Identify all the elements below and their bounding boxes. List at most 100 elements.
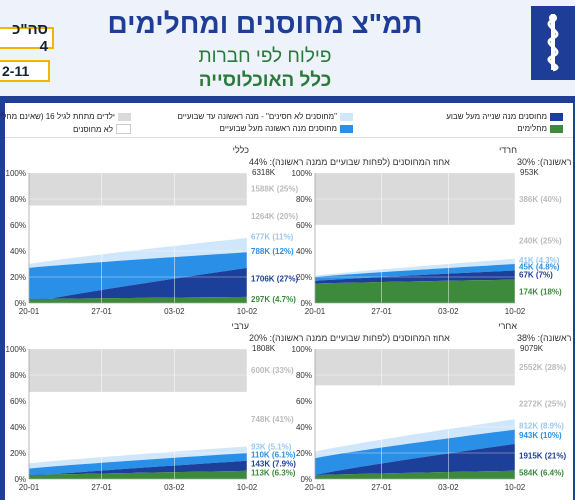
legend-swatch [550, 112, 563, 121]
recovered-area [315, 470, 515, 479]
x-tick-label: 27-01 [371, 307, 392, 316]
y-tick-label: 40% [10, 423, 26, 432]
data-label: 41K (4.3%) [519, 256, 560, 265]
recovered-area [315, 279, 515, 303]
y-tick-label: 40% [10, 247, 26, 256]
y-tick-label: 0% [14, 475, 26, 484]
y-tick-label: 20% [10, 273, 26, 282]
chart-title: חרדי [499, 145, 517, 155]
x-tick-label: 20-01 [305, 307, 326, 316]
second-dose-area [315, 443, 515, 476]
first-dose-over-2w-area [315, 264, 515, 281]
y-tick-label: 60% [296, 221, 312, 230]
data-label: 1915K (21%) [519, 452, 566, 461]
first-dose-over-2w-area [315, 429, 515, 476]
x-tick-label: 10-02 [505, 483, 526, 492]
second-dose-area [29, 267, 247, 303]
chart-title: ערבי [232, 321, 250, 331]
legend-label: לא מחוסנים [72, 124, 113, 134]
legend-item: ילדים מתחת לגיל 16 (שאינם מחלימים) [0, 112, 131, 121]
date-badge: 2-11 [0, 60, 50, 82]
data-label: 677K (11%) [251, 233, 294, 242]
charts-area: כללי אחוז המחוסנים (לפחות שבועיים ממנה רא… [6, 145, 573, 492]
x-tick-label: 27-01 [91, 483, 112, 492]
x-tick-label: 27-01 [371, 483, 392, 492]
recovered-area [29, 296, 247, 303]
y-tick-label: 60% [296, 397, 312, 406]
page-subtitle-population: כלל האוכלוסייה [198, 70, 332, 91]
y-tick-label: 80% [296, 371, 312, 380]
y-tick-label: 60% [10, 397, 26, 406]
data-label: 113K (6.3%) [251, 469, 296, 478]
data-label: 2552K (28%) [519, 363, 566, 372]
first-dose-over-2w-area [29, 453, 247, 477]
data-label: 600K (33%) [251, 366, 294, 375]
data-label: 386K (40%) [519, 195, 562, 204]
legend: מחוסנים מנה שנייה מעל שבוע "מחוסנים לא חס… [0, 103, 573, 138]
legend-item: "מחוסנים לא חסינים" - מנה ראשונה עד שבוע… [177, 112, 353, 121]
first-dose-under-2w-area [315, 419, 515, 459]
chart-subtitle: אחוז המחוסנים (לפחות שבועיים ממנה ראשונה… [249, 157, 450, 167]
x-tick-label: 27-01 [91, 307, 112, 316]
x-tick-label: 10-02 [505, 307, 526, 316]
x-tick-label: 03-02 [164, 483, 185, 492]
x-tick-label: 20-01 [19, 483, 40, 492]
chart-title: כללי [233, 145, 250, 155]
data-label: 584K (6.4%) [519, 469, 564, 478]
chart-total-label: 953K [520, 168, 539, 177]
y-tick-label: 0% [300, 299, 312, 308]
legend-swatch [340, 112, 353, 121]
data-label: 748K (41%) [251, 415, 294, 424]
data-label: 45K (4.8%) [519, 263, 560, 272]
x-tick-label: 20-01 [19, 307, 40, 316]
page-subtitle: פילוח לפי חברות [198, 46, 332, 67]
header: תמ"צ מחוסנים ומחלימים פילוח לפי חברות כל… [0, 0, 575, 96]
x-tick-label: 20-01 [305, 483, 326, 492]
legend-item: מחוסנים מנה ראשונה מעל שבועיים [220, 124, 353, 133]
chart-total-label: 9079K [520, 344, 544, 353]
y-tick-label: 20% [10, 449, 26, 458]
first-dose-over-2w-area [29, 252, 247, 303]
children-area [315, 349, 515, 386]
data-label: 143K (7.9%) [251, 459, 296, 468]
chart-subtitle: אחוז המחוסנים (לפחות שבועיים ממנה ראשונה… [517, 157, 573, 167]
legend-item: לא מחוסנים [73, 124, 131, 134]
chart-title: אחרי [498, 321, 517, 331]
legend-swatch [116, 124, 131, 134]
data-label: 812K (8.9%) [519, 422, 564, 431]
legend-label: מחלימים [517, 124, 547, 133]
chart-subtitle: אחוז המחוסנים (לפחות שבועיים ממנה ראשונה… [249, 333, 450, 343]
legend-label: ילדים מתחת לגיל 16 (שאינם מחלימים) [0, 112, 115, 121]
first-dose-under-2w-area [29, 446, 247, 469]
data-label: 67K (7%) [519, 270, 553, 279]
chart-total-label: 1808K [252, 344, 276, 353]
x-tick-label: 03-02 [438, 307, 459, 316]
x-tick-label: 03-02 [438, 483, 459, 492]
legend-item: מחלימים [517, 124, 563, 133]
caduceus-icon [547, 14, 559, 72]
legend-item: מחוסנים מנה שנייה מעל שבוע [446, 112, 563, 121]
x-tick-label: 10-02 [237, 307, 258, 316]
y-tick-label: 100% [6, 169, 26, 178]
page-title: תמ"צ מחוסנים ומחלימים [107, 8, 423, 39]
y-tick-label: 100% [292, 345, 312, 354]
y-tick-label: 20% [296, 273, 312, 282]
data-label: 2272K (25%) [519, 400, 566, 409]
children-area [29, 173, 247, 206]
x-tick-label: 10-02 [237, 483, 258, 492]
recovered-area [29, 470, 247, 479]
data-label: 788K (12%) [251, 247, 294, 256]
ministry-logo [531, 6, 575, 80]
children-area [29, 349, 247, 392]
first-dose-under-2w-area [29, 238, 247, 268]
slide-badge: סה"כ 4 [0, 21, 54, 55]
first-dose-under-2w-area [315, 258, 515, 277]
legend-label: "מחוסנים לא חסינים" - מנה ראשונה עד שבוע… [177, 112, 337, 121]
y-tick-label: 80% [10, 195, 26, 204]
legend-label: מחוסנים מנה שנייה מעל שבוע [446, 112, 547, 121]
y-tick-label: 100% [292, 169, 312, 178]
legend-swatch [118, 112, 131, 121]
y-tick-label: 40% [296, 423, 312, 432]
data-label: 93K (5.1%) [251, 443, 292, 452]
y-tick-label: 0% [14, 299, 26, 308]
